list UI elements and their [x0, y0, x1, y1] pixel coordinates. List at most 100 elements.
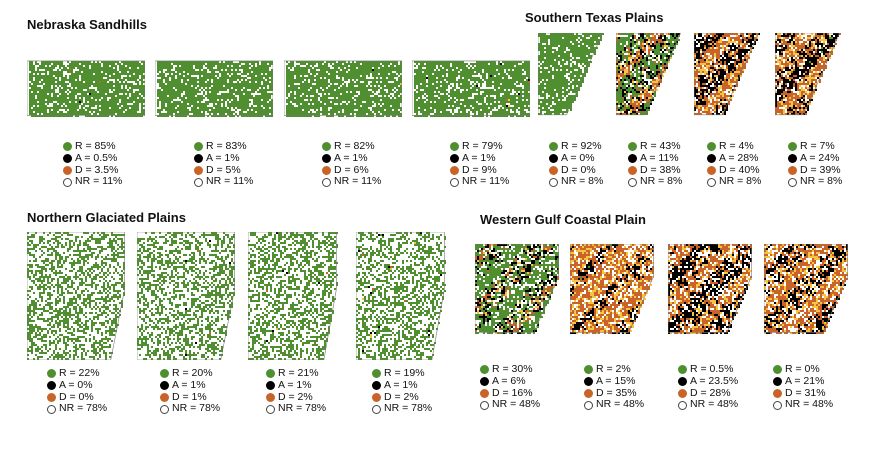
- degraded-dot-icon: [549, 166, 558, 175]
- legend-row-not-rangeland: NR = 11%: [63, 176, 122, 188]
- legend-row-altered: A = 0.5%: [63, 153, 122, 165]
- not-rangeland-dot-icon: [266, 405, 275, 414]
- legend-northern-glaciated-plains-1: R = 22% A = 0% D = 0% NR = 78%: [47, 368, 107, 415]
- degraded-dot-icon: [773, 389, 782, 398]
- map-nebraska-sandhills-3: [284, 53, 402, 119]
- altered-dot-icon: [266, 381, 275, 390]
- legend-value-altered: A = 0%: [561, 153, 595, 165]
- legend-row-altered: A = 0%: [47, 380, 107, 392]
- legend-value-altered: A = 28%: [719, 153, 758, 165]
- resilient-dot-icon: [707, 142, 716, 151]
- legend-value-altered: A = 0%: [59, 380, 93, 392]
- map-northern-glaciated-plains-3: [248, 232, 344, 360]
- resilient-dot-icon: [628, 142, 637, 151]
- legend-value-not-rangeland: NR = 8%: [640, 176, 682, 188]
- legend-row-altered: A = 1%: [450, 153, 509, 165]
- region-title-northern-glaciated-plains: Northern Glaciated Plains: [27, 210, 186, 225]
- legend-row-altered: A = 0%: [549, 153, 603, 165]
- legend-row-altered: A = 15%: [584, 376, 644, 388]
- legend-northern-glaciated-plains-2: R = 20% A = 1% D = 1% NR = 78%: [160, 368, 220, 415]
- map-southern-texas-plains-4: [775, 33, 843, 121]
- altered-dot-icon: [322, 154, 331, 163]
- legend-value-not-rangeland: NR = 78%: [384, 403, 432, 415]
- map-western-gulf-coastal-plain-3: [668, 244, 756, 336]
- legend-value-not-rangeland: NR = 8%: [719, 176, 761, 188]
- legend-value-altered: A = 15%: [596, 376, 635, 388]
- legend-western-gulf-coastal-plain-1: R = 30% A = 6% D = 16% NR = 48%: [480, 364, 540, 411]
- legend-row-altered: A = 1%: [372, 380, 432, 392]
- legend-row-not-rangeland: NR = 48%: [773, 399, 833, 411]
- map-southern-texas-plains-3: [694, 33, 762, 121]
- degraded-dot-icon: [63, 166, 72, 175]
- resilient-dot-icon: [266, 369, 275, 378]
- not-rangeland-dot-icon: [584, 401, 593, 410]
- not-rangeland-dot-icon: [450, 178, 459, 187]
- legend-row-not-rangeland: NR = 11%: [450, 176, 509, 188]
- degraded-dot-icon: [47, 393, 56, 402]
- degraded-dot-icon: [372, 393, 381, 402]
- legend-value-not-rangeland: NR = 8%: [800, 176, 842, 188]
- legend-nebraska-sandhills-3: R = 82% A = 1% D = 6% NR = 11%: [322, 141, 381, 188]
- legend-row-not-rangeland: NR = 11%: [322, 176, 381, 188]
- legend-row-not-rangeland: NR = 11%: [194, 176, 253, 188]
- degraded-dot-icon: [678, 389, 687, 398]
- not-rangeland-dot-icon: [480, 401, 489, 410]
- degraded-dot-icon: [450, 166, 459, 175]
- not-rangeland-dot-icon: [372, 405, 381, 414]
- legend-value-not-rangeland: NR = 48%: [492, 399, 540, 411]
- legend-value-not-rangeland: NR = 11%: [462, 176, 509, 188]
- legend-value-not-rangeland: NR = 48%: [785, 399, 833, 411]
- not-rangeland-dot-icon: [549, 178, 558, 187]
- resilient-dot-icon: [549, 142, 558, 151]
- legend-nebraska-sandhills-4: R = 79% A = 1% D = 9% NR = 11%: [450, 141, 509, 188]
- degraded-dot-icon: [788, 166, 797, 175]
- resilient-dot-icon: [372, 369, 381, 378]
- degraded-dot-icon: [628, 166, 637, 175]
- resilient-dot-icon: [160, 369, 169, 378]
- legend-row-not-rangeland: NR = 78%: [47, 403, 107, 415]
- legend-row-altered: A = 23.5%: [678, 376, 738, 388]
- region-title-western-gulf-coastal-plain: Western Gulf Coastal Plain: [480, 212, 646, 227]
- legend-northern-glaciated-plains-4: R = 19% A = 1% D = 2% NR = 78%: [372, 368, 432, 415]
- legend-value-altered: A = 23.5%: [690, 376, 738, 388]
- not-rangeland-dot-icon: [194, 178, 203, 187]
- legend-value-altered: A = 1%: [278, 380, 312, 392]
- resilient-dot-icon: [788, 142, 797, 151]
- resilient-dot-icon: [63, 142, 72, 151]
- legend-row-not-rangeland: NR = 8%: [707, 176, 761, 188]
- degraded-dot-icon: [584, 389, 593, 398]
- legend-western-gulf-coastal-plain-2: R = 2% A = 15% D = 35% NR = 48%: [584, 364, 644, 411]
- altered-dot-icon: [47, 381, 56, 390]
- legend-row-not-rangeland: NR = 48%: [480, 399, 540, 411]
- map-nebraska-sandhills-2: [155, 53, 273, 119]
- altered-dot-icon: [160, 381, 169, 390]
- map-nebraska-sandhills-1: [27, 53, 145, 119]
- legend-row-altered: A = 11%: [628, 153, 682, 165]
- not-rangeland-dot-icon: [773, 401, 782, 410]
- legend-value-not-rangeland: NR = 48%: [690, 399, 738, 411]
- legend-value-not-rangeland: NR = 78%: [278, 403, 326, 415]
- altered-dot-icon: [372, 381, 381, 390]
- legend-row-altered: A = 1%: [322, 153, 381, 165]
- resilient-dot-icon: [678, 365, 687, 374]
- degraded-dot-icon: [480, 389, 489, 398]
- not-rangeland-dot-icon: [47, 405, 56, 414]
- legend-southern-texas-plains-1: R = 92% A = 0% D = 0% NR = 8%: [549, 141, 603, 188]
- legend-row-not-rangeland: NR = 8%: [788, 176, 842, 188]
- altered-dot-icon: [707, 154, 716, 163]
- map-northern-glaciated-plains-2: [137, 232, 243, 360]
- map-northern-glaciated-plains-1: [27, 232, 133, 360]
- map-southern-texas-plains-1: [538, 33, 606, 121]
- not-rangeland-dot-icon: [678, 401, 687, 410]
- resilient-dot-icon: [450, 142, 459, 151]
- map-western-gulf-coastal-plain-2: [570, 244, 658, 336]
- legend-nebraska-sandhills-2: R = 83% A = 1% D = 5% NR = 11%: [194, 141, 253, 188]
- resilient-dot-icon: [47, 369, 56, 378]
- degraded-dot-icon: [322, 166, 331, 175]
- legend-row-not-rangeland: NR = 78%: [160, 403, 220, 415]
- resilient-dot-icon: [773, 365, 782, 374]
- legend-value-not-rangeland: NR = 11%: [334, 176, 381, 188]
- legend-row-altered: A = 24%: [788, 153, 842, 165]
- degraded-dot-icon: [707, 166, 716, 175]
- legend-row-not-rangeland: NR = 48%: [678, 399, 738, 411]
